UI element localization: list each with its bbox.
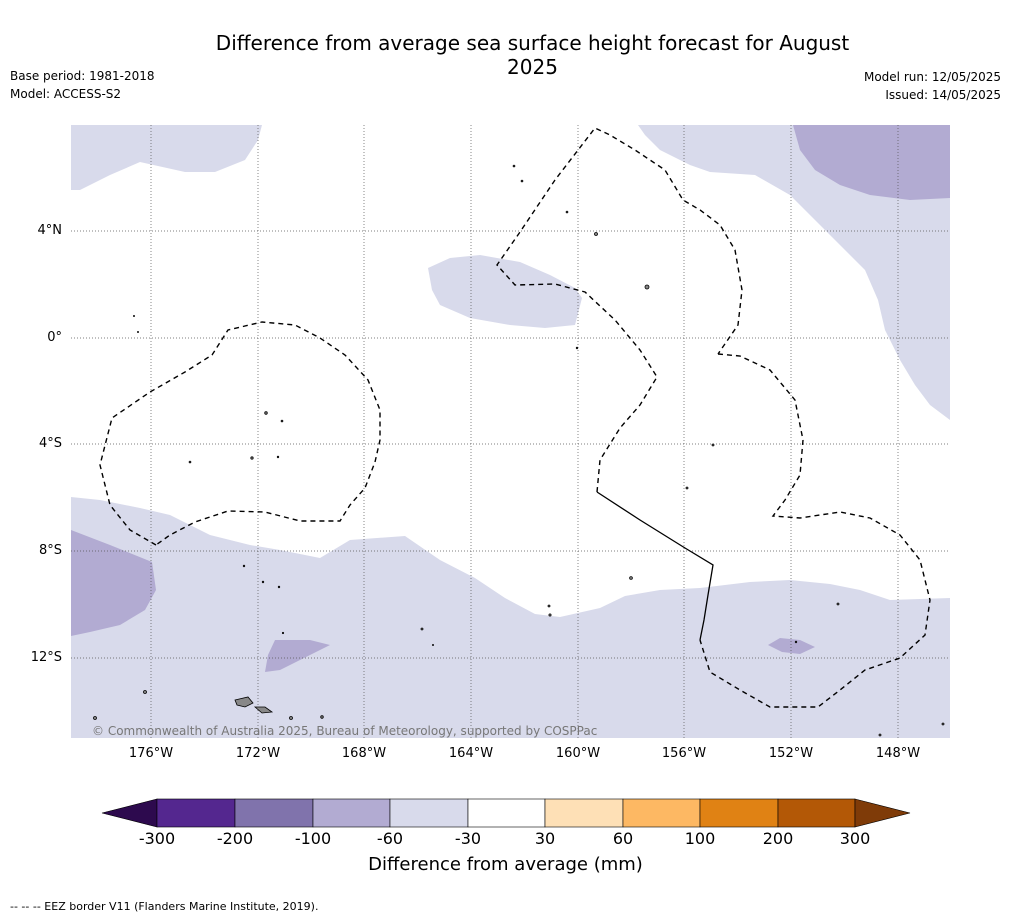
lon-label-160w: 160°W xyxy=(555,746,601,761)
colorbar xyxy=(101,798,911,828)
anomaly-region-central xyxy=(428,255,582,328)
islands xyxy=(93,164,945,737)
anomaly-fields xyxy=(71,125,950,738)
issued-text: Issued: 14/05/2025 xyxy=(885,88,1001,102)
colorbar-tick: 30 xyxy=(534,829,556,848)
lat-label-4s: 4°S xyxy=(38,436,62,451)
lat-label-8s: 8°S xyxy=(38,543,62,558)
lon-label-152w: 152°W xyxy=(768,746,814,761)
colorbar-tick: 300 xyxy=(839,829,871,848)
copyright-text: © Commonwealth of Australia 2025, Bureau… xyxy=(92,724,598,738)
lon-label-156w: 156°W xyxy=(661,746,707,761)
colorbar-seg-8 xyxy=(699,798,779,828)
eez-border-east xyxy=(699,353,931,708)
lat-label-4n: 4°N xyxy=(37,223,63,238)
lon-label-168w: 168°W xyxy=(341,746,387,761)
colorbar-seg-4 xyxy=(389,798,469,828)
anomaly-region-bottom xyxy=(71,497,950,738)
eez-border-central xyxy=(496,127,743,493)
anomaly-region-top-left xyxy=(71,125,262,190)
colorbar-tick: -200 xyxy=(216,829,254,848)
lat-label-0: 0° xyxy=(47,330,62,345)
colorbar-label: Difference from average (mm) xyxy=(368,854,643,875)
colorbar-seg-5 xyxy=(467,798,546,828)
colorbar-seg-1 xyxy=(156,798,236,828)
colorbar-seg-2 xyxy=(234,798,314,828)
gridlines xyxy=(71,125,950,738)
colorbar-extend-low xyxy=(101,798,158,828)
colorbar-tick: -60 xyxy=(376,829,404,848)
lon-label-148w: 148°W xyxy=(875,746,921,761)
island-samoa-east xyxy=(253,706,274,714)
anomaly-region-top-right-mid xyxy=(793,125,950,200)
model-run-text: Model run: 12/05/2025 xyxy=(863,70,1001,84)
colorbar-tick: 60 xyxy=(612,829,634,848)
colorbar-tick: -100 xyxy=(294,829,332,848)
lon-label-176w: 176°W xyxy=(128,746,174,761)
chart-title: Difference from average sea surface heig… xyxy=(215,31,850,79)
eez-border-west xyxy=(99,321,381,546)
anomaly-region-small-west xyxy=(265,640,330,672)
lon-label-164w: 164°W xyxy=(448,746,494,761)
colorbar-tick: -300 xyxy=(138,829,176,848)
colorbar-extend-high xyxy=(854,798,911,828)
lon-label-172w: 172°W xyxy=(235,746,281,761)
anomaly-region-top-right xyxy=(638,125,950,420)
colorbar-seg-9 xyxy=(777,798,856,828)
anomaly-region-left-mid xyxy=(71,530,156,636)
colorbar-seg-7 xyxy=(622,798,701,828)
lat-label-12s: 12°S xyxy=(30,650,62,665)
metadata-left: Base period: 1981-2018 Model: ACCESS-S2 xyxy=(10,67,155,103)
island-samoa-west xyxy=(234,696,254,708)
colorbar-seg-3 xyxy=(312,798,391,828)
eez-border-solid xyxy=(596,491,714,641)
eez-legend-footer: -- -- -- EEZ border V11 (Flanders Marine… xyxy=(10,900,319,913)
eez-borders xyxy=(99,127,931,708)
colorbar-tick: 100 xyxy=(684,829,716,848)
colorbar-seg-6 xyxy=(544,798,624,828)
colorbar-tick: -30 xyxy=(454,829,482,848)
colorbar-tick: 200 xyxy=(762,829,794,848)
anomaly-region-small-east xyxy=(768,638,815,654)
metadata-right: Model run: 12/05/2025 Issued: 14/05/2025 xyxy=(864,68,1001,104)
model-text: Model: ACCESS-S2 xyxy=(10,87,122,101)
base-period-text: Base period: 1981-2018 xyxy=(10,69,155,83)
